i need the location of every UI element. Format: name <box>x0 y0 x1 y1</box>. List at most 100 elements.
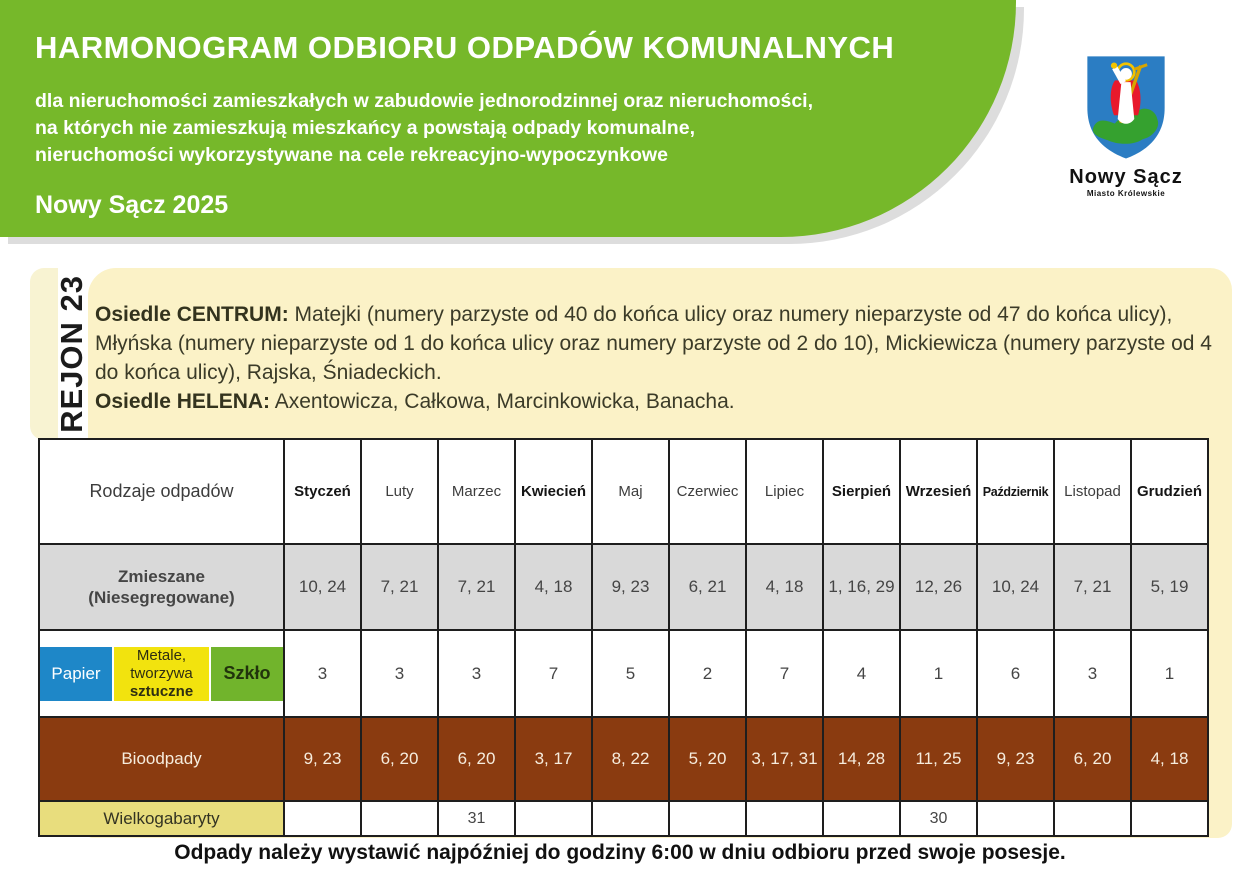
zmieszane-cell: 4, 18 <box>514 543 593 631</box>
segregowane-cell: 6 <box>976 629 1055 718</box>
row-zmieszane: Zmieszane (Niesegregowane) 10, 24 7, 21 … <box>38 543 1209 631</box>
wielkogabaryty-cell <box>745 800 824 837</box>
segregowane-cell: 3 <box>283 629 362 718</box>
papier-label: Papier <box>40 646 112 701</box>
segregowane-cell: 7 <box>745 629 824 718</box>
edition-title: Nowy Sącz 2025 <box>35 190 229 219</box>
segregowane-cell: 1 <box>1130 629 1209 718</box>
bioodpady-cell: 9, 23 <box>283 716 362 802</box>
bioodpady-cell: 6, 20 <box>1053 716 1132 802</box>
month-header-luty: Luty <box>360 438 439 545</box>
month-header-grudzien: Grudzień <box>1130 438 1209 545</box>
wielkogabaryty-cell <box>822 800 901 837</box>
coat-of-arms-icon <box>1087 56 1165 159</box>
city-logo: Nowy Sącz Miasto Królewskie <box>1068 52 1184 198</box>
zmieszane-row-label: Zmieszane (Niesegregowane) <box>38 543 285 631</box>
metale-label: Metale, tworzywa sztuczne <box>114 646 209 701</box>
bioodpady-cell: 6, 20 <box>360 716 439 802</box>
segregowane-cell: 1 <box>899 629 978 718</box>
bioodpady-cell: 11, 25 <box>899 716 978 802</box>
szklo-label: Szkło <box>211 646 283 701</box>
wielkogabaryty-cell <box>668 800 747 837</box>
bioodpady-cell: 9, 23 <box>976 716 1055 802</box>
segregowane-cell: 3 <box>360 629 439 718</box>
zmieszane-label-line2: (Niesegregowane) <box>88 588 235 607</box>
region-accent-strip <box>30 268 58 440</box>
region-paragraph-helena: Osiedle HELENA: Axentowicza, Całkowa, Ma… <box>95 387 1220 416</box>
month-header-wrzesien: Wrzesień <box>899 438 978 545</box>
metale-label-line3: sztuczne <box>129 682 194 700</box>
zmieszane-cell: 10, 24 <box>283 543 362 631</box>
osiedle-helena-label: Osiedle HELENA: <box>95 390 271 413</box>
wielkogabaryty-cell <box>1053 800 1132 837</box>
month-header-listopad: Listopad <box>1053 438 1132 545</box>
wielkogabaryty-cell <box>1130 800 1209 837</box>
bioodpady-cell: 4, 18 <box>1130 716 1209 802</box>
page-title: HARMONOGRAM ODBIORU ODPADÓW KOMUNALNYCH <box>35 30 895 65</box>
month-header-styczen: Styczeń <box>283 438 362 545</box>
row-wielkogabaryty: Wielkogabaryty 31 30 <box>38 800 1209 837</box>
zmieszane-cell: 7, 21 <box>360 543 439 631</box>
region-label-wrap: REJON 23 <box>50 268 94 440</box>
waste-types-header: Rodzaje odpadów <box>38 438 285 545</box>
segregowane-label-split: Papier Metale, tworzywa sztuczne Szkło <box>40 646 283 701</box>
region-streets-text: Osiedle CENTRUM: Matejki (numery parzyst… <box>95 300 1220 416</box>
bioodpady-row-label: Bioodpady <box>38 716 285 802</box>
subtitle-line-2: na których nie zamieszkują mieszkańcy a … <box>35 116 695 139</box>
logo-tagline: Miasto Królewskie <box>1086 189 1166 198</box>
header-subtitle: dla nieruchomości zamieszkałych w zabudo… <box>35 88 976 169</box>
metale-label-line2: tworzywa <box>130 664 193 682</box>
row-bioodpady: Bioodpady 9, 23 6, 20 6, 20 3, 17 8, 22 … <box>38 716 1209 802</box>
header-banner: HARMONOGRAM ODBIORU ODPADÓW KOMUNALNYCH … <box>0 0 1016 237</box>
month-header-marzec: Marzec <box>437 438 516 545</box>
segregowane-cell: 5 <box>591 629 670 718</box>
bioodpady-cell: 6, 20 <box>437 716 516 802</box>
bioodpady-cell: 14, 28 <box>822 716 901 802</box>
subtitle-line-3: nieruchomości wykorzystywane na cele rek… <box>35 143 668 166</box>
logo-city-name: Nowy Sącz <box>1069 166 1183 188</box>
region-paragraph-centrum: Osiedle CENTRUM: Matejki (numery parzyst… <box>95 300 1220 387</box>
osiedle-centrum-streets: Matejki (numery parzyste od 40 do końca … <box>95 303 1212 384</box>
month-header-kwiecien: Kwiecień <box>514 438 593 545</box>
segregowane-cell: 3 <box>437 629 516 718</box>
month-header-lipiec: Lipiec <box>745 438 824 545</box>
footer-note: Odpady należy wystawić najpóźniej do god… <box>174 841 1066 864</box>
segregowane-cell: 7 <box>514 629 593 718</box>
wielkogabaryty-cell <box>283 800 362 837</box>
zmieszane-cell: 7, 21 <box>1053 543 1132 631</box>
month-header-maj: Maj <box>591 438 670 545</box>
zmieszane-cell: 1, 16, 29 <box>822 543 901 631</box>
month-header-sierpien: Sierpień <box>822 438 901 545</box>
collection-schedule-table: Rodzaje odpadów Styczeń Luty Marzec Kwie… <box>38 438 1209 837</box>
wielkogabaryty-cell <box>976 800 1055 837</box>
zmieszane-cell: 9, 23 <box>591 543 670 631</box>
segregowane-cell: 2 <box>668 629 747 718</box>
zmieszane-cell: 4, 18 <box>745 543 824 631</box>
region-number-label: REJON 23 <box>54 275 89 433</box>
wielkogabaryty-cell <box>591 800 670 837</box>
wielkogabaryty-cell: 31 <box>437 800 516 837</box>
zmieszane-cell: 5, 19 <box>1130 543 1209 631</box>
table-header-row: Rodzaje odpadów Styczeń Luty Marzec Kwie… <box>38 438 1209 545</box>
bioodpady-cell: 5, 20 <box>668 716 747 802</box>
segregowane-cell: 4 <box>822 629 901 718</box>
month-header-pazdziernik: Październik <box>976 438 1055 545</box>
osiedle-helena-streets: Axentowicza, Całkowa, Marcinkowicka, Ban… <box>270 390 735 413</box>
metale-label-line1: Metale, <box>136 646 187 664</box>
subtitle-line-1: dla nieruchomości zamieszkałych w zabudo… <box>35 89 814 112</box>
segregowane-cell: 3 <box>1053 629 1132 718</box>
zmieszane-cell: 7, 21 <box>437 543 516 631</box>
bioodpady-cell: 3, 17 <box>514 716 593 802</box>
osiedle-centrum-label: Osiedle CENTRUM: <box>95 303 289 326</box>
bioodpady-cell: 3, 17, 31 <box>745 716 824 802</box>
wielkogabaryty-cell: 30 <box>899 800 978 837</box>
segregowane-row-label: Papier Metale, tworzywa sztuczne Szkło <box>38 629 285 718</box>
wielkogabaryty-cell <box>360 800 439 837</box>
row-segregowane: Papier Metale, tworzywa sztuczne Szkło 3… <box>38 629 1209 718</box>
zmieszane-cell: 6, 21 <box>668 543 747 631</box>
bioodpady-cell: 8, 22 <box>591 716 670 802</box>
zmieszane-cell: 12, 26 <box>899 543 978 631</box>
wielkogabaryty-cell <box>514 800 593 837</box>
zmieszane-cell: 10, 24 <box>976 543 1055 631</box>
